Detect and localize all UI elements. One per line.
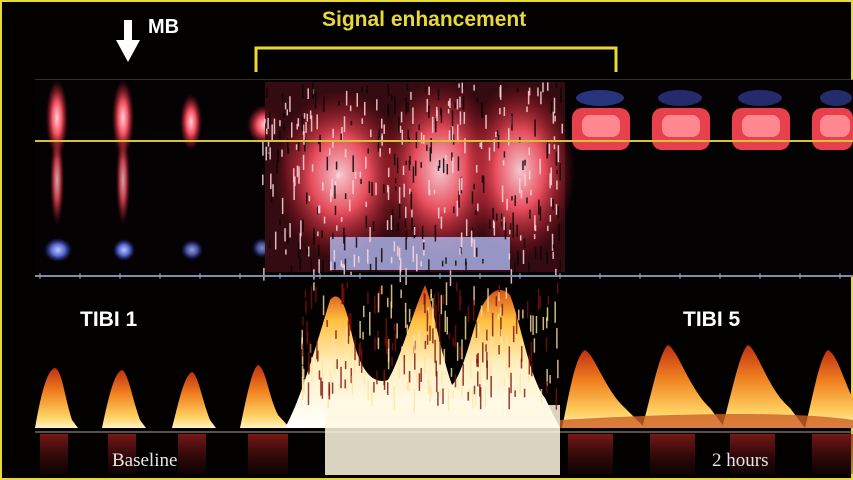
two-hours-label: 2 hours: [712, 450, 769, 471]
tibi-5-label: TIBI 5: [683, 308, 741, 331]
spectral-doppler-panel: [35, 282, 853, 475]
color-mmode-panel: [35, 79, 853, 286]
speckle-noise: [262, 82, 564, 286]
enhancement-bracket: [254, 46, 618, 72]
baseline-label: Baseline: [112, 450, 178, 471]
microbubble-label: MB: [148, 16, 180, 38]
signal-enhancement-label: Signal enhancement: [322, 8, 527, 31]
tibi-1-label: TIBI 1: [80, 308, 138, 331]
spectral-noise: [301, 282, 559, 413]
down-arrow-icon: [116, 20, 140, 62]
